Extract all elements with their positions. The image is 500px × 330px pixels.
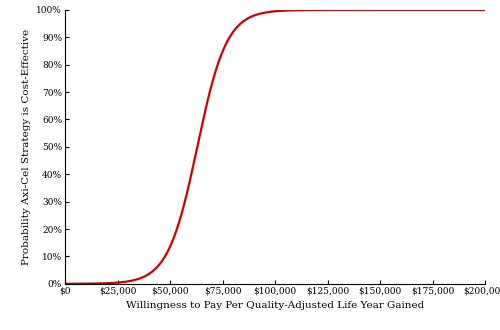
X-axis label: Willingness to Pay Per Quality-Adjusted Life Year Gained: Willingness to Pay Per Quality-Adjusted … <box>126 301 424 310</box>
Y-axis label: Probability Axi-Cel Strategy is Cost-Effective: Probability Axi-Cel Strategy is Cost-Eff… <box>22 29 31 265</box>
